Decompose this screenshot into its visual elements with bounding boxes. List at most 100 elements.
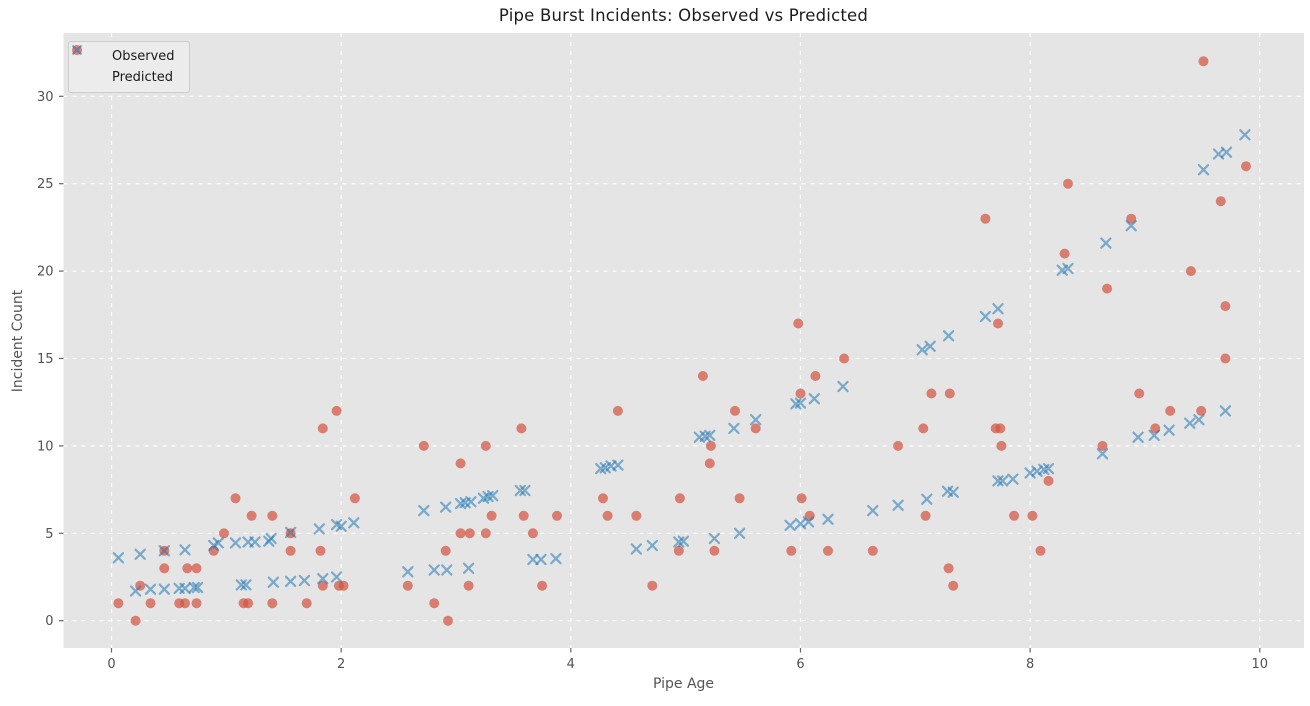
predicted-point [335,520,347,532]
predicted-point [1042,462,1055,475]
predicted-point [1184,417,1196,429]
x-marker-icon [71,44,100,86]
observed-point [527,528,538,539]
predicted-point [708,532,721,545]
observed-point [598,493,608,504]
observed-point [705,440,716,451]
observed-point [349,493,360,504]
x-axis-label: Pipe Age [652,676,715,692]
predicted-point [440,501,452,513]
observed-point [1009,510,1020,521]
predicted-point [179,544,191,556]
predicted-point [402,566,414,578]
predicted-point [1096,448,1109,460]
legend-label: Observed [112,49,175,64]
predicted-point [1125,220,1137,232]
predicted-point [535,553,547,566]
observed-point [1059,248,1070,259]
observed-point [552,510,562,521]
predicted-point [1163,424,1175,436]
observed-point [1126,213,1137,224]
y-tick-label: 25 [37,177,54,192]
predicted-point [249,536,261,548]
predicted-point [229,537,242,549]
observed-point [1165,405,1176,416]
observed-point [480,440,491,451]
predicted-point [465,496,477,508]
predicted-point [212,537,224,549]
predicted-point [441,564,453,576]
observed-point [464,528,475,539]
plot-area-background [63,33,1304,648]
predicted-point [728,422,740,435]
observed-point [996,440,1007,451]
observed-point [145,598,156,609]
axis-tick-labels: 0 2 4 6 8 10 0 5 10 15 20 25 30 [37,90,1268,672]
observed-point [944,388,955,399]
observed-point [429,598,440,609]
observed-point [795,388,806,399]
observed-point [455,458,466,469]
observed-point [317,423,328,434]
observed-point [402,580,413,591]
predicted-point [129,585,142,597]
observed-point [246,510,257,521]
observed-point [191,598,202,609]
observed-point [995,423,1006,434]
legend-item-predicted: Predicted [71,44,175,87]
observed-point [793,318,804,329]
observed-point [455,528,466,539]
observed-point [1198,56,1209,67]
chart-title: Pipe Burst Incidents: Observed vs Predic… [498,6,869,25]
predicted-point [284,526,297,539]
y-axis-label: Incident Count [10,289,26,393]
observed-point [674,493,685,504]
predicted-point [784,519,796,532]
observed-point [1043,475,1054,486]
predicted-point [1193,414,1205,426]
predicted-point [802,516,815,528]
observed-point [518,510,529,521]
observed-point [1185,266,1196,277]
observed-point [1241,161,1251,172]
predicted-point [1220,146,1233,158]
predicted-point [158,545,170,557]
observed-point [893,440,904,451]
y-tick-label: 20 [37,265,54,280]
observed-point [267,510,278,521]
y-tick-label: 15 [37,352,54,367]
predicted-point [298,574,311,587]
observed-point [317,580,328,591]
observed-point [1102,283,1113,294]
observed-point [230,493,241,504]
observed-point [1097,440,1108,451]
axis-tick-marks [59,95,1261,653]
predicted-point [134,548,146,560]
observed-point [943,563,954,574]
observed-point [463,580,474,591]
scatter-points-predicted [112,129,1251,597]
observed-point [182,563,193,574]
predicted-point [158,583,170,595]
observed-point [980,213,991,224]
observed-point [602,510,613,521]
predicted-point [519,484,531,497]
predicted-point [284,575,297,588]
y-tick-label: 0 [45,614,53,629]
y-tick-label: 30 [37,90,54,105]
scatter-points-observed [113,56,1251,626]
predicted-point [867,504,879,517]
predicted-point [462,562,475,574]
predicted-point [191,581,204,594]
predicted-point [646,539,658,552]
predicted-point [1132,431,1144,443]
observed-point [331,405,342,416]
predicted-point [630,543,642,555]
observed-point [786,545,797,556]
observed-point [839,353,850,364]
predicted-point [313,523,325,535]
predicted-point [240,579,252,591]
predicted-point [418,504,430,517]
predicted-point [916,344,928,356]
predicted-point [348,517,360,529]
